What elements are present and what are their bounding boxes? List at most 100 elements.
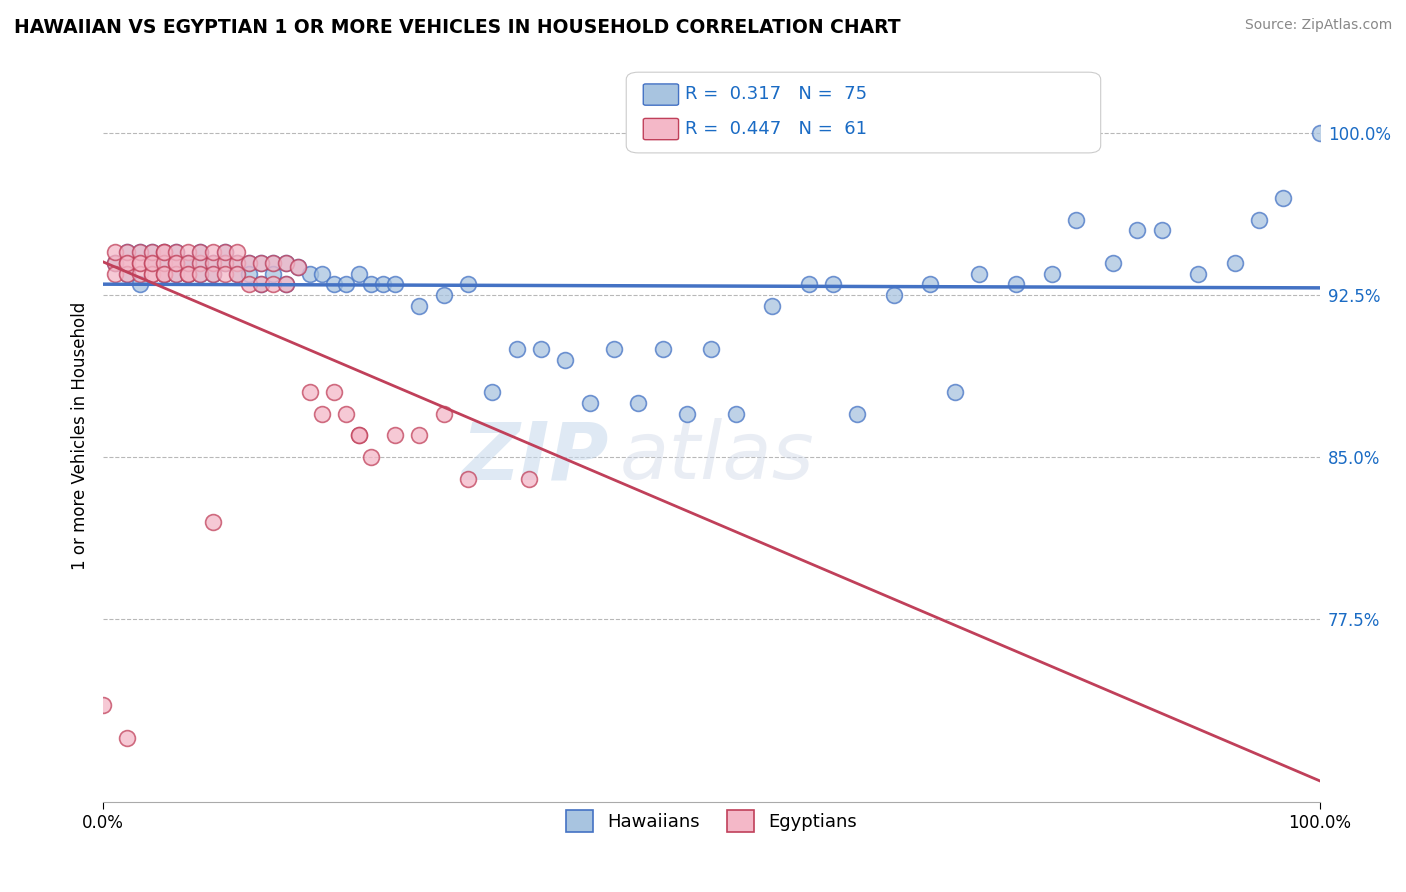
Point: [250, 256, 273, 270]
Point: [1272, 191, 1295, 205]
Point: [530, 342, 553, 356]
Point: [1004, 277, 1026, 292]
Point: [274, 277, 297, 292]
Point: [153, 267, 176, 281]
Point: [1223, 256, 1246, 270]
Point: [128, 256, 150, 270]
Y-axis label: 1 or more Vehicles in Household: 1 or more Vehicles in Household: [72, 301, 89, 569]
Point: [262, 277, 284, 292]
Point: [262, 267, 284, 281]
Point: [153, 256, 176, 270]
Point: [700, 342, 723, 356]
Point: [165, 256, 187, 270]
Point: [457, 471, 479, 485]
Point: [883, 288, 905, 302]
Point: [226, 256, 249, 270]
Point: [274, 256, 297, 270]
Point: [481, 385, 503, 400]
Point: [287, 260, 309, 274]
Point: [287, 260, 309, 274]
Point: [165, 244, 187, 259]
Text: R =  0.447   N =  61: R = 0.447 N = 61: [685, 120, 866, 137]
Point: [1247, 212, 1270, 227]
Point: [578, 396, 600, 410]
Point: [335, 407, 357, 421]
Point: [967, 267, 990, 281]
Point: [165, 267, 187, 281]
Point: [1309, 126, 1331, 140]
Point: [177, 256, 200, 270]
Point: [384, 277, 406, 292]
Point: [226, 244, 249, 259]
Point: [117, 244, 139, 259]
Point: [201, 256, 224, 270]
Point: [190, 256, 212, 270]
Point: [226, 267, 249, 281]
Point: [311, 407, 333, 421]
Point: [177, 244, 200, 259]
Point: [214, 256, 236, 270]
Point: [311, 267, 333, 281]
FancyBboxPatch shape: [644, 84, 679, 105]
Point: [141, 267, 163, 281]
Point: [238, 267, 260, 281]
Point: [1102, 256, 1125, 270]
Point: [141, 244, 163, 259]
Point: [603, 342, 626, 356]
Point: [141, 256, 163, 270]
Text: Source: ZipAtlas.com: Source: ZipAtlas.com: [1244, 18, 1392, 32]
Point: [177, 256, 200, 270]
Point: [177, 267, 200, 281]
Point: [128, 244, 150, 259]
Point: [298, 385, 321, 400]
Point: [153, 244, 176, 259]
Point: [797, 277, 820, 292]
Point: [128, 267, 150, 281]
Point: [117, 256, 139, 270]
Point: [821, 277, 844, 292]
Point: [153, 267, 176, 281]
Point: [761, 299, 783, 313]
Point: [360, 450, 382, 464]
Point: [1150, 223, 1173, 237]
Text: R =  0.317   N =  75: R = 0.317 N = 75: [685, 86, 866, 103]
Point: [201, 244, 224, 259]
Point: [177, 267, 200, 281]
Point: [408, 299, 430, 313]
Text: atlas: atlas: [620, 418, 815, 497]
Point: [238, 256, 260, 270]
Point: [250, 277, 273, 292]
Point: [1040, 267, 1063, 281]
Point: [201, 267, 224, 281]
Point: [250, 277, 273, 292]
Point: [238, 277, 260, 292]
FancyBboxPatch shape: [626, 72, 1101, 153]
Point: [104, 267, 127, 281]
Point: [104, 256, 127, 270]
Text: ZIP: ZIP: [461, 418, 607, 497]
Point: [190, 267, 212, 281]
Point: [554, 352, 576, 367]
Point: [104, 244, 127, 259]
Point: [117, 256, 139, 270]
Point: [190, 244, 212, 259]
Point: [1066, 212, 1088, 227]
Point: [190, 244, 212, 259]
Point: [323, 277, 346, 292]
Point: [347, 428, 370, 442]
Point: [214, 256, 236, 270]
Point: [128, 277, 150, 292]
Point: [117, 267, 139, 281]
Point: [651, 342, 673, 356]
Point: [165, 267, 187, 281]
Point: [335, 277, 357, 292]
Point: [91, 698, 114, 713]
Point: [104, 256, 127, 270]
Point: [128, 244, 150, 259]
Point: [238, 256, 260, 270]
Point: [274, 277, 297, 292]
Point: [262, 256, 284, 270]
Point: [408, 428, 430, 442]
Point: [201, 515, 224, 529]
Point: [117, 267, 139, 281]
